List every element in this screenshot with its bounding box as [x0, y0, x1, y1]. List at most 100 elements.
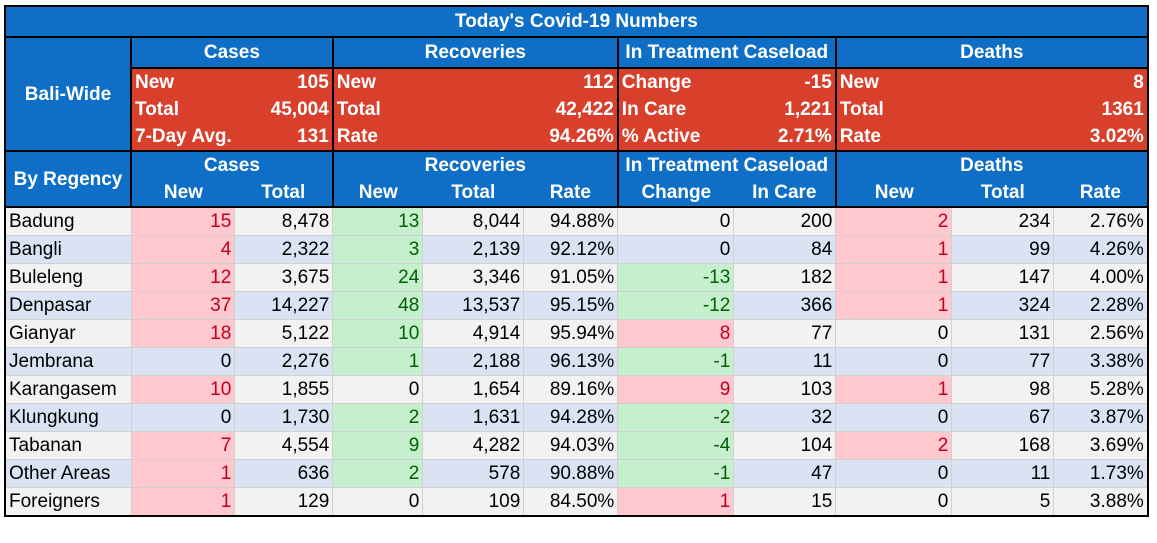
cell-rec-new: 2	[332, 459, 424, 488]
column-header-d-new: New	[834, 179, 952, 208]
cell-tr-change: 9	[617, 375, 735, 404]
table-row: Klungkung 0 1,730 2 1,631 94.28% -2 32 0 67 3.87%	[4, 403, 1149, 432]
bali-wide-cases-value: 105	[234, 67, 333, 96]
cell-d-total: 98	[951, 375, 1055, 404]
cell-d-rate: 2.76%	[1053, 206, 1149, 236]
regency-group-deaths: Deaths	[834, 151, 1149, 179]
cell-rec-new: 1	[332, 347, 424, 376]
cell-tr-incare: 11	[733, 347, 837, 376]
bali-wide-cases-label: Total	[131, 96, 235, 123]
cell-d-rate: 3.87%	[1053, 403, 1149, 432]
cell-rec-rate: 94.03%	[523, 431, 619, 460]
cell-tr-incare: 32	[733, 403, 837, 432]
cell-cases-total: 5,122	[234, 319, 334, 348]
regency-name: Bangli	[4, 235, 132, 264]
cell-cases-new: 12	[130, 263, 236, 292]
cell-cases-new: 0	[130, 403, 236, 432]
cell-rec-rate: 95.15%	[523, 291, 619, 320]
cell-rec-new: 13	[332, 206, 424, 236]
regency-name: Badung	[4, 206, 132, 236]
cell-cases-total: 4,554	[234, 431, 334, 460]
cell-rec-total: 8,044	[422, 206, 525, 236]
bali-wide-treatment-label: Change	[616, 67, 734, 96]
cell-d-new: 0	[835, 459, 953, 488]
column-header-d-total: Total	[951, 179, 1054, 208]
cell-cases-new: 37	[130, 291, 236, 320]
cell-tr-incare: 182	[733, 263, 837, 292]
cell-tr-change: 0	[617, 206, 735, 236]
cell-d-total: 168	[951, 431, 1055, 460]
cell-tr-incare: 77	[733, 319, 837, 348]
cell-rec-new: 0	[332, 375, 424, 404]
cell-d-total: 5	[951, 487, 1055, 517]
bali-wide-recoveries-label: New	[331, 67, 423, 96]
regency-name: Jembrana	[4, 347, 132, 376]
cell-d-total: 11	[951, 459, 1055, 488]
table-row: Foreigners 1 129 0 109 84.50% 1 15 0 5 3.88%	[4, 487, 1149, 517]
cell-rec-rate: 95.94%	[523, 319, 619, 348]
column-header-cases-total: Total	[234, 179, 333, 208]
cell-rec-rate: 94.88%	[523, 206, 619, 236]
column-header-tr-change: Change	[616, 179, 734, 208]
bali-wide-deaths-label: New	[834, 67, 1054, 96]
bali-wide-cases-label: New	[131, 67, 235, 96]
cell-tr-change: 8	[617, 319, 735, 348]
cell-tr-change: -12	[617, 291, 735, 320]
cell-rec-total: 2,188	[422, 347, 525, 376]
column-header-tr-incare: In Care	[733, 179, 836, 208]
cell-cases-new: 1	[130, 487, 236, 517]
cell-tr-change: -2	[617, 403, 735, 432]
regency-name: Denpasar	[4, 291, 132, 320]
cell-rec-new: 2	[332, 403, 424, 432]
table-row: Denpasar 37 14,227 48 13,537 95.15% -12 366 1 324…	[4, 291, 1149, 320]
bali-wide-treatment-value: -15	[733, 67, 836, 96]
cell-cases-new: 18	[130, 319, 236, 348]
regency-name: Tabanan	[4, 431, 132, 460]
cell-d-new: 1	[835, 291, 953, 320]
cell-cases-new: 1	[130, 459, 236, 488]
cell-d-new: 1	[835, 235, 953, 264]
column-header-d-rate: Rate	[1053, 179, 1149, 208]
bali-wide-deaths-value: 8	[1053, 67, 1149, 96]
bali-wide-label: Bali-Wide	[4, 36, 132, 152]
group-header-treatment: In Treatment Caseload	[616, 37, 837, 68]
cell-rec-total: 4,914	[422, 319, 525, 348]
cell-d-total: 147	[951, 263, 1055, 292]
table-row: Jembrana 0 2,276 1 2,188 96.13% -1 11 0 77 3.38%	[4, 347, 1149, 376]
cell-tr-change: -1	[617, 459, 735, 488]
cell-tr-incare: 104	[733, 431, 837, 460]
column-header-cases-new: New	[130, 179, 235, 208]
table-row: Tabanan 7 4,554 9 4,282 94.03% -4 104 2 168 3.69%	[4, 431, 1149, 460]
cell-cases-new: 15	[130, 206, 236, 236]
regency-name: Gianyar	[4, 319, 132, 348]
column-header-rec-new: New	[331, 179, 423, 208]
cell-d-total: 67	[951, 403, 1055, 432]
cell-d-rate: 3.69%	[1053, 431, 1149, 460]
bali-wide-recoveries-label: Rate	[331, 123, 423, 152]
regency-name: Buleleng	[4, 263, 132, 292]
cell-tr-change: 1	[617, 487, 735, 517]
bali-wide-recoveries-label: Total	[331, 96, 423, 123]
regency-name: Klungkung	[4, 403, 132, 432]
regency-group-treatment: In Treatment Caseload	[616, 151, 837, 179]
table-title: Today's Covid-19 Numbers	[4, 5, 1149, 38]
column-header-rec-total: Total	[422, 179, 524, 208]
cell-rec-total: 2,139	[422, 235, 525, 264]
bali-wide-treatment-value: 1,221	[733, 96, 836, 123]
cell-tr-incare: 84	[733, 235, 837, 264]
cell-d-rate: 2.28%	[1053, 291, 1149, 320]
cell-rec-new: 0	[332, 487, 424, 517]
cell-d-rate: 5.28%	[1053, 375, 1149, 404]
cell-rec-total: 3,346	[422, 263, 525, 292]
cell-rec-rate: 94.28%	[523, 403, 619, 432]
cell-cases-new: 4	[130, 235, 236, 264]
cell-rec-total: 1,654	[422, 375, 525, 404]
cell-rec-new: 9	[332, 431, 424, 460]
cell-d-new: 1	[835, 375, 953, 404]
cell-d-total: 131	[951, 319, 1055, 348]
bali-wide-deaths-value: 3.02%	[1053, 123, 1149, 152]
group-header-recoveries: Recoveries	[331, 37, 619, 68]
cell-cases-total: 636	[234, 459, 334, 488]
bali-wide-deaths-value: 1361	[1053, 96, 1149, 123]
group-header-deaths: Deaths	[834, 37, 1149, 68]
